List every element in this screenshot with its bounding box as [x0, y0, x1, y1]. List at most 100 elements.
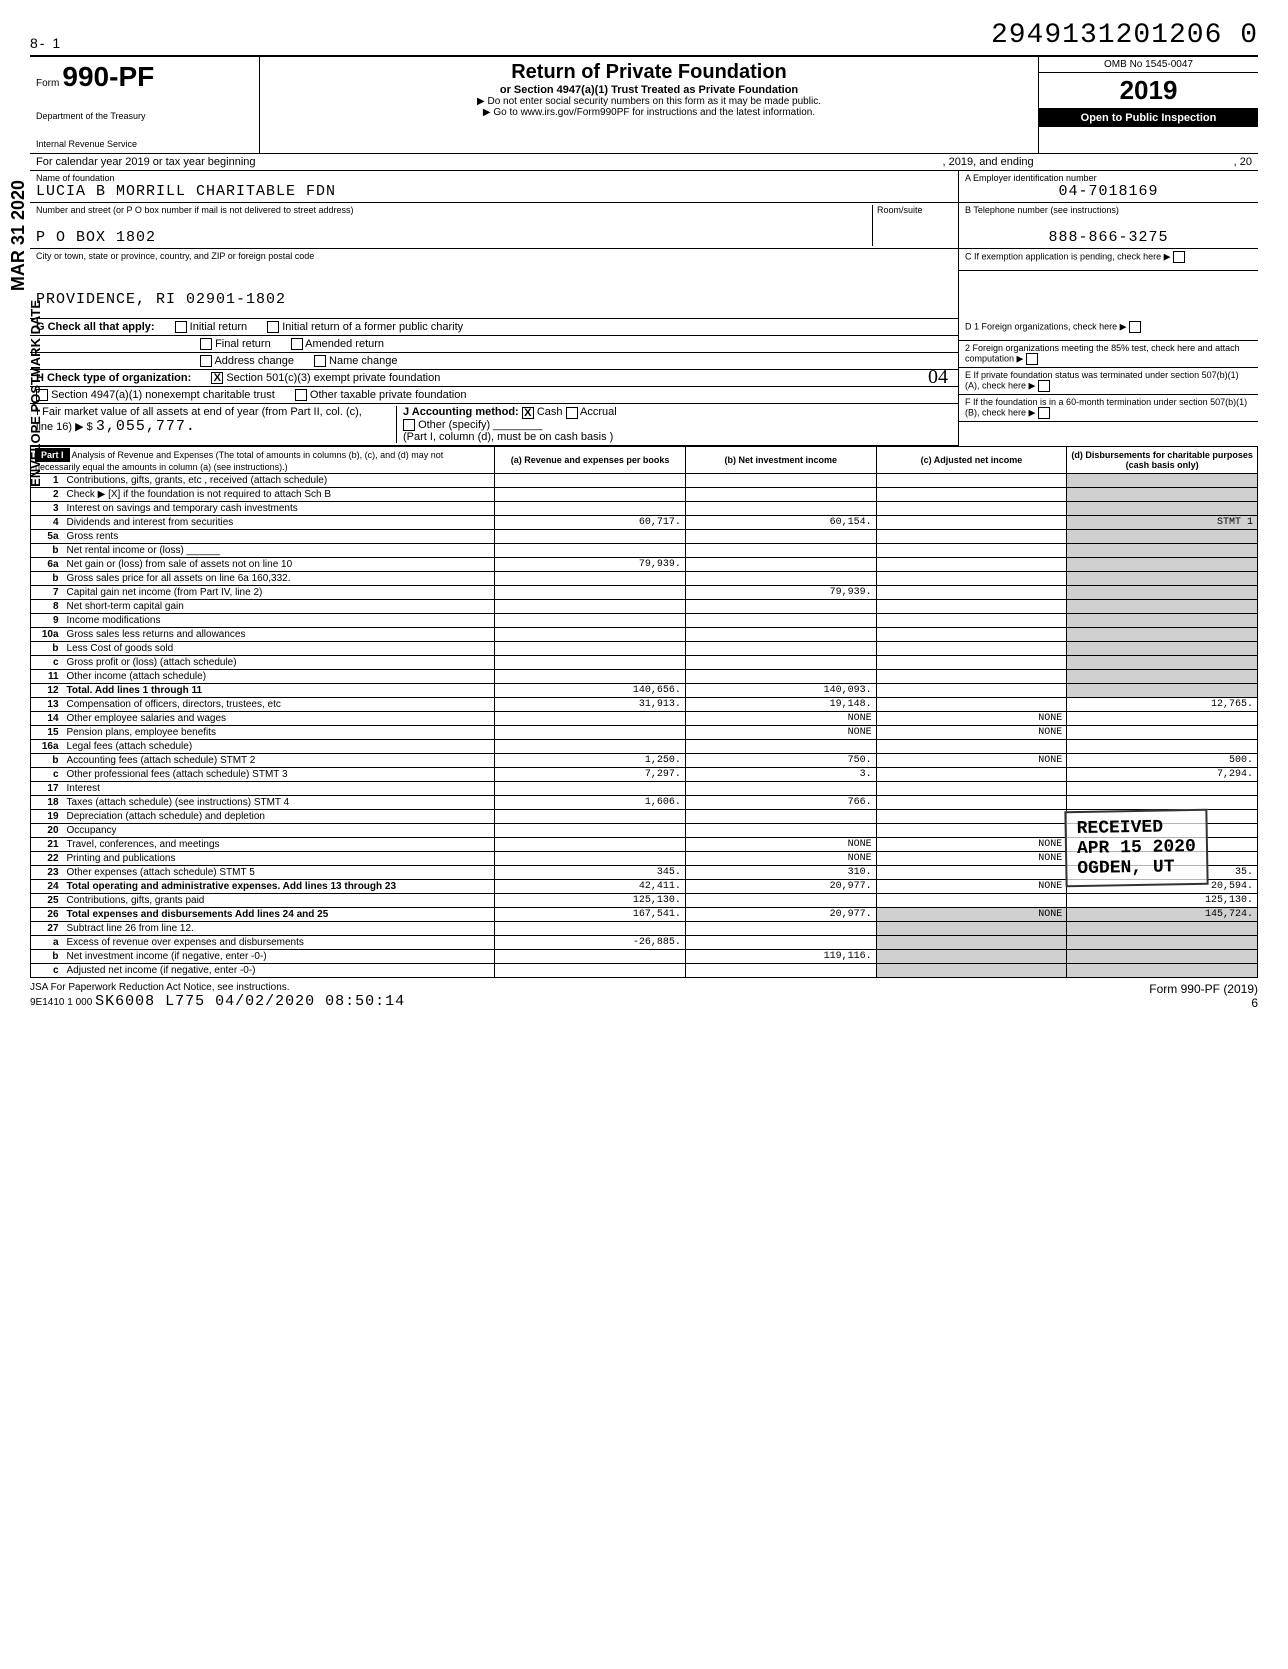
row-desc: Less Cost of goods sold: [63, 641, 495, 655]
g-namechg-checkbox[interactable]: [314, 355, 326, 367]
row-desc: Other income (attach schedule): [63, 669, 495, 683]
row-num: 6a: [31, 557, 63, 571]
row-num: 24: [31, 879, 63, 893]
col-c-header: (c) Adjusted net income: [876, 446, 1067, 473]
dept-treasury: Department of the Treasury: [36, 111, 253, 121]
public-inspection: Open to Public Inspection: [1039, 109, 1258, 127]
row-col-a: [495, 655, 686, 669]
g-initial-checkbox[interactable]: [175, 321, 187, 333]
part1-table: Part I Analysis of Revenue and Expenses …: [30, 446, 1258, 978]
c-checkbox[interactable]: [1173, 251, 1185, 263]
row-col-c: [876, 515, 1067, 529]
ssn-warning: ▶ Do not enter social security numbers o…: [266, 96, 1032, 107]
row-col-c: [876, 921, 1067, 935]
received-stamp: RECEIVED APR 15 2020 OGDEN, UT: [1065, 809, 1209, 887]
row-col-c: [876, 669, 1067, 683]
row-num: 10a: [31, 627, 63, 641]
row-num: 11: [31, 669, 63, 683]
row-desc: Gross rents: [63, 529, 495, 543]
row-desc: Adjusted net income (if negative, enter …: [63, 963, 495, 977]
row-col-b: [685, 809, 876, 823]
row-col-d: [1067, 683, 1258, 697]
col-d-header: (d) Disbursements for charitable purpose…: [1067, 446, 1258, 473]
d2-checkbox[interactable]: [1026, 353, 1038, 365]
row-desc: Total. Add lines 1 through 11: [63, 683, 495, 697]
j-accrual-checkbox[interactable]: [566, 407, 578, 419]
row-col-c: [876, 697, 1067, 711]
row-col-b: 766.: [685, 795, 876, 809]
row-col-d: [1067, 655, 1258, 669]
g-address-checkbox[interactable]: [200, 355, 212, 367]
paperwork-notice: JSA For Paperwork Reduction Act Notice, …: [30, 982, 405, 993]
row-num: 14: [31, 711, 63, 725]
city-state-zip: PROVIDENCE, RI 02901-1802: [36, 291, 952, 308]
g-namechg: Name change: [329, 355, 398, 367]
row-col-d: [1067, 501, 1258, 515]
row-col-b: 119,116.: [685, 949, 876, 963]
row-col-c: NONE: [876, 851, 1067, 865]
row-col-c: NONE: [876, 725, 1067, 739]
f-checkbox[interactable]: [1038, 407, 1050, 419]
e-checkbox[interactable]: [1038, 380, 1050, 392]
h-501c3-checkbox[interactable]: X: [211, 372, 223, 384]
row-col-d: [1067, 725, 1258, 739]
f-label: F If the foundation is in a 60-month ter…: [965, 397, 1247, 417]
col-b-header: (b) Net investment income: [685, 446, 876, 473]
row-col-b: [685, 487, 876, 501]
g-amended-checkbox[interactable]: [291, 338, 303, 350]
row-col-d: [1067, 557, 1258, 571]
j-other: Other (specify): [418, 419, 490, 431]
row-col-a: [495, 543, 686, 557]
row-col-b: [685, 655, 876, 669]
row-col-c: [876, 613, 1067, 627]
row-num: 5a: [31, 529, 63, 543]
row-col-b: 750.: [685, 753, 876, 767]
row-col-c: [876, 529, 1067, 543]
j-other-checkbox[interactable]: [403, 419, 415, 431]
ein-value: 04-7018169: [965, 183, 1252, 200]
row-col-d: [1067, 613, 1258, 627]
h-label: H Check type of organization:: [36, 372, 191, 384]
row-col-c: NONE: [876, 907, 1067, 921]
row-col-a: [495, 739, 686, 753]
row-col-d: [1067, 529, 1258, 543]
row-col-d: STMT 1: [1067, 515, 1258, 529]
row-col-c: [876, 823, 1067, 837]
j-accrual: Accrual: [580, 406, 617, 418]
row-num: 17: [31, 781, 63, 795]
row-desc: Travel, conferences, and meetings: [63, 837, 495, 851]
g-final-checkbox[interactable]: [200, 338, 212, 350]
row-desc: Dividends and interest from securities: [63, 515, 495, 529]
col-a-header: (a) Revenue and expenses per books: [495, 446, 686, 473]
row-col-b: [685, 571, 876, 585]
tel-label: B Telephone number (see instructions): [965, 205, 1252, 215]
row-col-a: [495, 711, 686, 725]
g-former-checkbox[interactable]: [267, 321, 279, 333]
row-col-a: [495, 949, 686, 963]
row-num: 7: [31, 585, 63, 599]
postmark-date: MAR 31 2020: [8, 180, 29, 291]
row-col-a: [495, 585, 686, 599]
row-col-c: [876, 627, 1067, 641]
row-col-b: [685, 893, 876, 907]
row-desc: Check ▶ [X] if the foundation is not req…: [63, 487, 495, 501]
c-exemption: C If exemption application is pending, c…: [965, 251, 1161, 261]
row-col-b: 19,148.: [685, 697, 876, 711]
h-other: Other taxable private foundation: [310, 389, 467, 401]
row-num: 22: [31, 851, 63, 865]
row-col-b: [685, 823, 876, 837]
row-desc: Other expenses (attach schedule) STMT 5: [63, 865, 495, 879]
row-desc: Occupancy: [63, 823, 495, 837]
omb-number: OMB No 1545-0047: [1039, 57, 1258, 73]
row-col-b: [685, 641, 876, 655]
row-num: 25: [31, 893, 63, 907]
h-other-checkbox[interactable]: [295, 389, 307, 401]
row-desc: Interest on savings and temporary cash i…: [63, 501, 495, 515]
row-num: 16a: [31, 739, 63, 753]
row-col-c: [876, 599, 1067, 613]
row-col-d: [1067, 585, 1258, 599]
j-cash-checkbox[interactable]: X: [522, 407, 534, 419]
row-col-a: 79,939.: [495, 557, 686, 571]
d1-checkbox[interactable]: [1129, 321, 1141, 333]
row-col-c: [876, 557, 1067, 571]
